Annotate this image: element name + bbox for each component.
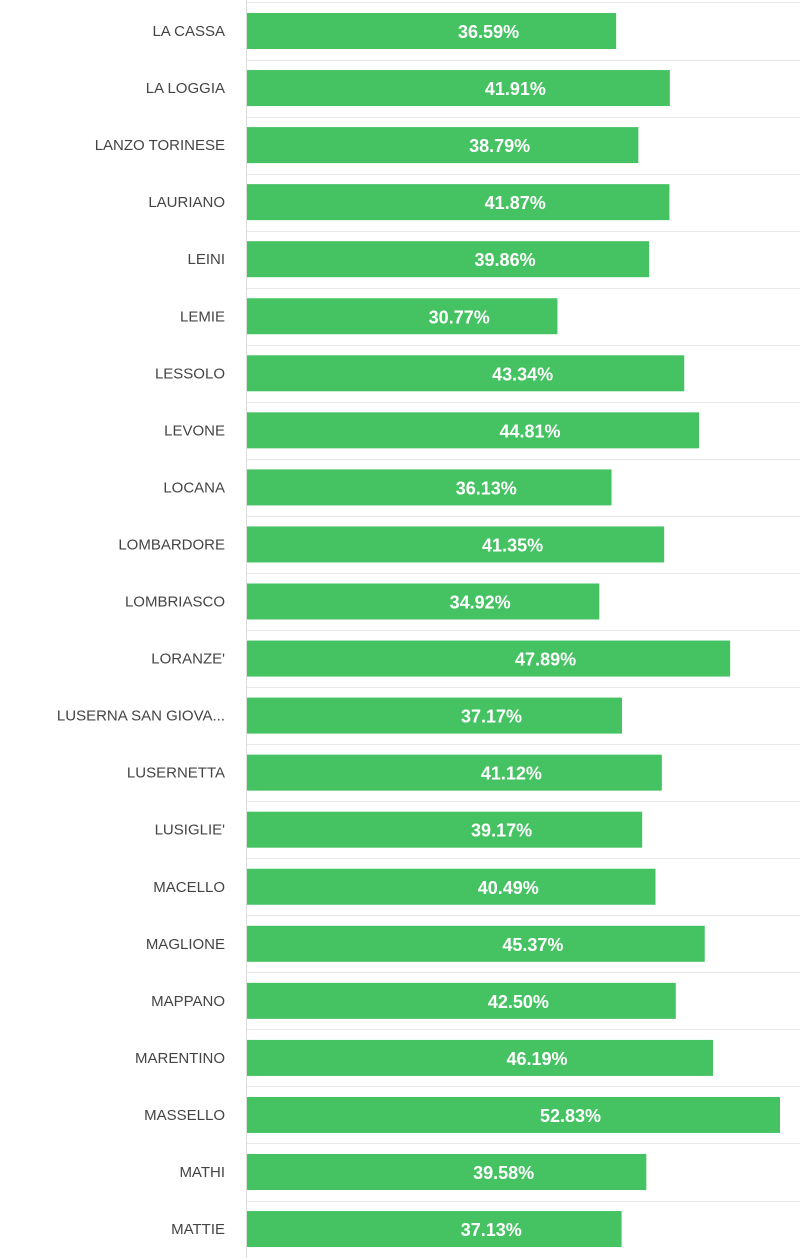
bar — [247, 355, 685, 392]
bar — [247, 469, 612, 506]
value-label: 44.81% — [500, 421, 561, 441]
category-label: LOMBRIASCO — [125, 594, 225, 611]
bar — [247, 982, 676, 1019]
value-label: 41.91% — [485, 79, 546, 99]
value-label: 41.35% — [482, 535, 543, 555]
bar — [247, 811, 643, 848]
value-label: 41.12% — [481, 764, 542, 784]
category-label: LORANZE' — [151, 651, 225, 668]
value-label: 42.50% — [488, 992, 549, 1012]
category-label: LEVONE — [164, 422, 225, 439]
category-label: MAPPANO — [151, 993, 225, 1010]
bar — [247, 241, 650, 278]
bar — [247, 298, 558, 335]
bar — [247, 868, 656, 905]
category-label: LUSERNA SAN GIOVA... — [57, 708, 225, 725]
value-label: 39.17% — [471, 821, 532, 841]
bar — [247, 1211, 622, 1248]
bar — [247, 526, 665, 563]
category-label: MASSELLO — [144, 1107, 225, 1124]
category-label: MACELLO — [153, 879, 225, 896]
value-label: 43.34% — [492, 364, 553, 384]
bar — [247, 13, 617, 49]
value-label: 36.13% — [456, 478, 517, 498]
value-label: 36.59% — [458, 22, 519, 42]
value-label: 37.17% — [461, 707, 522, 727]
category-label: LEINI — [187, 251, 225, 268]
category-label: LANZO TORINESE — [95, 137, 225, 154]
bar — [247, 70, 670, 107]
category-label: MARENTINO — [135, 1050, 225, 1067]
category-label: MATTIE — [171, 1221, 225, 1238]
category-label: MAGLIONE — [146, 936, 225, 953]
value-label: 37.13% — [461, 1220, 522, 1240]
bar — [247, 1039, 714, 1076]
bar — [247, 697, 623, 734]
value-label: 52.83% — [540, 1106, 601, 1126]
bar — [247, 583, 600, 620]
value-label: 30.77% — [429, 307, 490, 327]
category-label: LESSOLO — [155, 365, 225, 382]
category-label: LUSERNETTA — [127, 765, 225, 782]
category-label: LUSIGLIE' — [155, 822, 226, 839]
value-label: 40.49% — [478, 878, 539, 898]
value-label: 46.19% — [506, 1049, 567, 1069]
bar — [247, 925, 705, 962]
value-label: 34.92% — [450, 593, 511, 613]
bar — [247, 127, 639, 164]
bar — [247, 754, 662, 791]
bar — [247, 184, 670, 221]
category-label: LAURIANO — [148, 194, 225, 211]
bar — [247, 1096, 780, 1133]
value-label: 47.89% — [515, 650, 576, 670]
value-label: 39.58% — [473, 1163, 534, 1183]
value-label: 38.79% — [469, 136, 530, 156]
bar — [247, 1154, 647, 1190]
value-label: 41.87% — [485, 193, 546, 213]
category-label: MATHI — [179, 1164, 225, 1181]
bar — [247, 640, 731, 677]
category-label: LEMIE — [180, 308, 225, 325]
bar — [247, 412, 700, 449]
value-label: 45.37% — [502, 935, 563, 955]
value-label: 39.86% — [475, 250, 536, 270]
category-label: LOMBARDORE — [118, 536, 225, 553]
category-label: LA CASSA — [152, 23, 225, 40]
category-label: LA LOGGIA — [146, 80, 225, 97]
category-label: LOCANA — [163, 479, 225, 496]
